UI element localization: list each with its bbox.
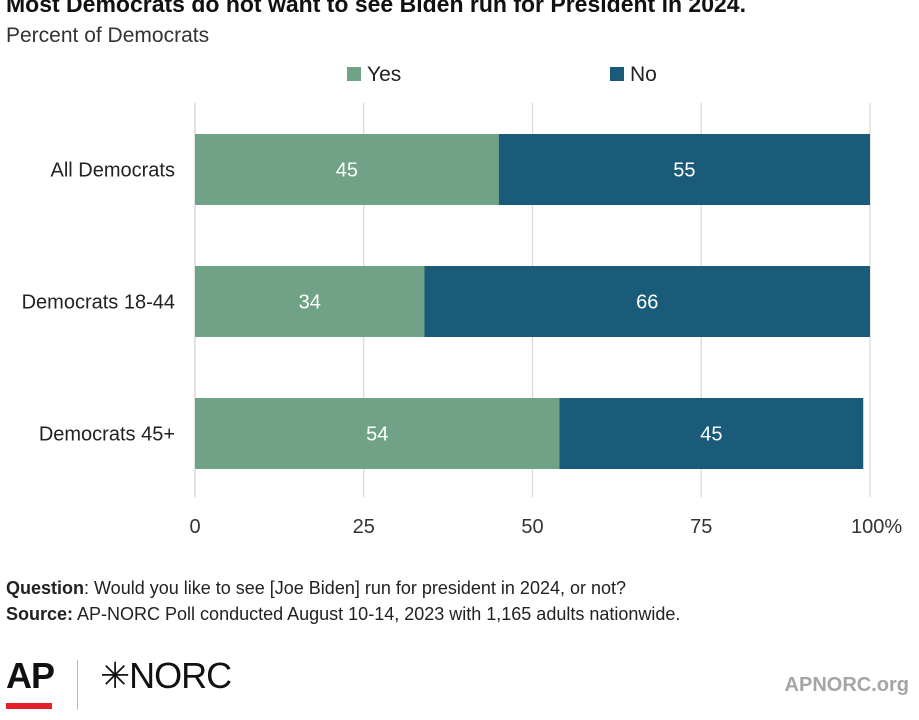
x-tick-label: 100% [851, 516, 902, 538]
chart-subtitle: Percent of Democrats [6, 24, 210, 47]
ap-logo-bar [6, 703, 52, 709]
data-label: 55 [673, 160, 695, 182]
bar-segment [424, 266, 870, 337]
category-label: Democrats 18-44 [22, 292, 175, 314]
bar-segment [559, 398, 864, 469]
x-tick-label: 25 [353, 516, 375, 538]
bar-segment [498, 134, 870, 205]
ap-logo: AP [6, 655, 55, 696]
chart-title: Most Democrats do not want to see Biden … [6, 0, 746, 17]
norc-logo: ✳NORC [100, 655, 232, 696]
bar-segment [195, 266, 425, 337]
source-note: Source: AP-NORC Poll conducted August 10… [6, 604, 680, 625]
question-note: Question: Would you like to see [Joe Bid… [6, 578, 626, 599]
stacked-bar-chart: 0 25 50 75 100% Yes No All Democrats 45 55 Democra… [22, 63, 903, 538]
legend-label: No [630, 63, 657, 86]
question-text: : Would you like to see [Joe Biden] run … [84, 578, 627, 598]
data-label: 54 [366, 424, 388, 446]
x-tick-label: 50 [521, 516, 543, 538]
x-tick-label: 0 [189, 516, 200, 538]
source-text: AP-NORC Poll conducted August 10-14, 202… [73, 604, 681, 624]
bar-segment [195, 134, 499, 205]
category-label: All Democrats [51, 160, 175, 182]
question-label: Question [6, 578, 85, 598]
legend-swatch [347, 67, 361, 81]
logo-divider [77, 660, 78, 710]
legend-swatch [610, 67, 624, 81]
category-label: Democrats 45+ [39, 424, 175, 446]
source-label: Source: [6, 604, 74, 624]
data-label: 34 [299, 292, 321, 314]
legend-label: Yes [367, 63, 401, 86]
bar-segment [195, 398, 560, 469]
data-label: 66 [636, 292, 658, 314]
apnorc-site-link[interactable]: APNORC.org [784, 674, 909, 696]
data-label: 45 [700, 424, 722, 446]
x-tick-label: 75 [690, 516, 712, 538]
data-label: 45 [336, 160, 358, 182]
